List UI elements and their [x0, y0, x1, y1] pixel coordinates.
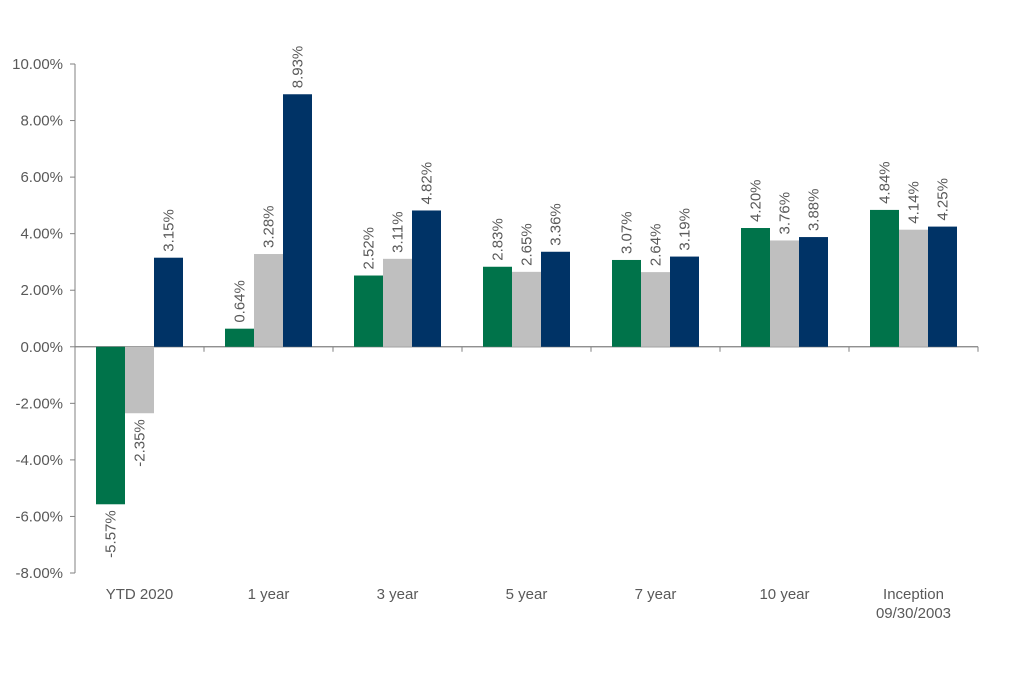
bar: [254, 254, 283, 347]
data-label: 4.14%: [906, 181, 923, 224]
bar: [670, 256, 699, 347]
data-label: 3.11%: [390, 211, 407, 252]
bar: [96, 346, 125, 505]
category-labels: YTD 2020 1 year 3 year 5 year 7 year 10 year I…: [106, 586, 951, 622]
category-label: 5 year: [506, 586, 548, 603]
data-labels: -5.57% -2.35% 3.15% 0.64% 3.28% 8.93% 2.52% 3.1…: [103, 46, 952, 558]
category-label: 10 year: [759, 586, 809, 603]
y-axis: -8.00% -6.00% -4.00% -2.00% 0.00% 2.00% 4.00% 6…: [12, 56, 76, 582]
data-label: 4.25%: [935, 178, 952, 221]
y-tick-label: 10.00%: [12, 56, 63, 73]
data-label: 3.76%: [777, 192, 794, 235]
bar: [512, 271, 541, 347]
data-label: 2.52%: [361, 227, 378, 270]
y-tick-label: -6.00%: [15, 508, 63, 525]
y-tick-label: 8.00%: [20, 113, 63, 130]
bar: [225, 328, 254, 347]
y-tick-label: -2.00%: [15, 395, 63, 412]
category-label: 3 year: [377, 586, 419, 603]
x-axis: [74, 346, 979, 352]
bar: [928, 226, 957, 347]
bar: [899, 229, 928, 347]
y-tick-label: 2.00%: [20, 282, 63, 299]
bar: [870, 209, 899, 347]
data-label: 3.15%: [161, 209, 178, 252]
data-label: 4.82%: [419, 162, 436, 205]
data-label: -5.57%: [103, 510, 120, 558]
category-label: 7 year: [635, 586, 677, 603]
category-label: 09/30/2003: [876, 605, 951, 622]
y-tick-label: -4.00%: [15, 452, 63, 469]
bar: [483, 266, 512, 347]
bar: [612, 259, 641, 347]
data-label: 8.93%: [290, 46, 307, 89]
data-label: 3.19%: [677, 208, 694, 251]
bar: [354, 275, 383, 347]
bar: [154, 257, 183, 347]
category-label: YTD 2020: [106, 586, 174, 603]
bar: [541, 251, 570, 347]
data-label: 4.20%: [748, 179, 765, 222]
data-label: 0.64%: [232, 280, 249, 323]
y-tick-label: 0.00%: [20, 339, 63, 356]
bar: [412, 210, 441, 347]
category-label: Inception: [883, 586, 944, 603]
data-label: -2.35%: [132, 419, 149, 467]
category-label: 1 year: [248, 586, 290, 603]
bar: [770, 240, 799, 347]
bars: [96, 94, 957, 505]
bar: [283, 94, 312, 347]
data-label: 3.88%: [806, 189, 823, 232]
data-label: 4.84%: [877, 161, 894, 204]
bar: [383, 258, 412, 347]
bar: [799, 237, 828, 347]
data-label: 3.36%: [548, 203, 565, 246]
bar: [125, 346, 154, 414]
bar: [641, 272, 670, 347]
y-tick-label: 6.00%: [20, 169, 63, 186]
y-tick-label: 4.00%: [20, 226, 63, 243]
data-label: 2.65%: [519, 223, 536, 266]
data-label: 3.07%: [619, 211, 636, 254]
data-label: 2.64%: [648, 224, 665, 267]
y-tick-label: -8.00%: [15, 565, 63, 582]
data-label: 2.83%: [490, 218, 507, 261]
bar: [741, 228, 770, 347]
data-label: 3.28%: [261, 205, 278, 248]
